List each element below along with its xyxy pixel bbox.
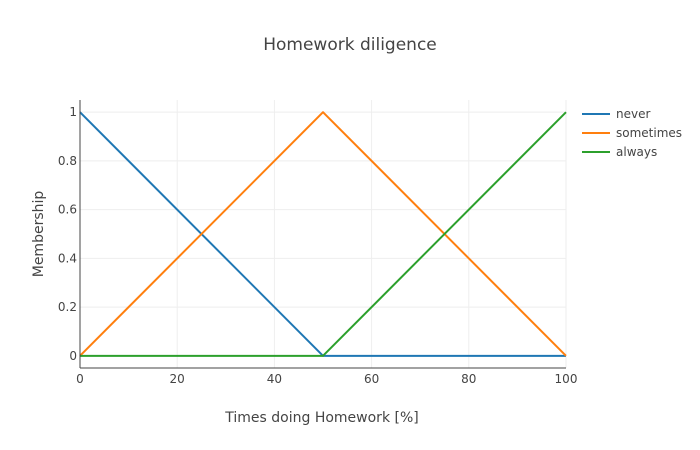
x-tick-label: 0 [76, 372, 84, 386]
series-line-always [80, 111, 567, 357]
legend-label: never [616, 107, 650, 121]
legend-item-sometimes[interactable]: sometimes [582, 126, 682, 140]
legend-label: always [616, 145, 657, 159]
x-tick-label: 40 [267, 372, 282, 386]
tick-labels: 0 20 40 60 80 100 0 0.2 0.4 0.6 0.8 1 [58, 105, 578, 386]
y-tick-label: 0.8 [58, 154, 77, 168]
y-tick-label: 0.2 [58, 300, 77, 314]
legend[interactable]: never sometimes always [582, 107, 682, 159]
x-tick-label: 20 [170, 372, 185, 386]
y-tick-label: 1 [69, 105, 77, 119]
x-tick-label: 60 [364, 372, 379, 386]
grid [80, 100, 567, 368]
legend-label: sometimes [616, 126, 682, 140]
series-lines [79, 111, 567, 357]
legend-item-always[interactable]: always [582, 145, 657, 159]
legend-item-never[interactable]: never [582, 107, 650, 121]
x-tick-label: 80 [461, 372, 476, 386]
series-line-never [79, 111, 566, 357]
series-line-sometimes [79, 111, 567, 357]
y-tick-label: 0.6 [58, 203, 77, 217]
y-tick-label: 0 [69, 349, 77, 363]
x-axis-label: Times doing Homework [%] [224, 410, 418, 426]
x-tick-label: 100 [555, 372, 578, 386]
chart-title: Homework diligence [263, 35, 437, 55]
y-axis-label: Membership [31, 191, 47, 278]
y-tick-label: 0.4 [58, 251, 77, 265]
axes [79, 100, 566, 369]
